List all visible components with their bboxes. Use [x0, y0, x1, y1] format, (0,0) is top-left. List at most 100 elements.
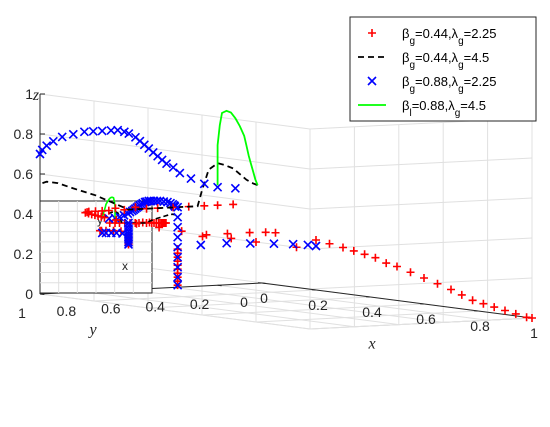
legend-marker-swatch [368, 29, 376, 37]
y-tick-label: 1 [18, 305, 26, 321]
y-tick-label: 0 [240, 294, 248, 310]
series-3-point [173, 272, 183, 282]
series-3-point [106, 125, 116, 136]
series-1-point [223, 229, 232, 238]
series-3-point [68, 129, 78, 139]
inset-series-3-point [123, 237, 134, 247]
back-wall-gridline [39, 93, 311, 130]
series-3-point [303, 240, 313, 250]
z-tick-label: 1 [25, 86, 33, 102]
series-1-point [528, 314, 536, 322]
series-1-point [339, 243, 347, 252]
y-tick-label: 0.2 [190, 296, 210, 312]
series-1-point [252, 238, 260, 246]
back-wall-gridline [39, 173, 311, 210]
legend-entry-2: βg=0.44,λg=4.5 [358, 50, 489, 71]
series-3-point [57, 132, 67, 142]
series-3-point [48, 136, 58, 146]
series-1-point [198, 232, 207, 241]
series-3-point [173, 212, 183, 222]
series-3-point [173, 222, 183, 232]
series-1-point [325, 239, 334, 248]
legend-label: βg=0.44,λg=2.25 [402, 26, 497, 47]
inset-series-3-point [162, 197, 173, 207]
series-1-point [111, 204, 120, 213]
series-3-point [35, 149, 45, 159]
series-3-point [173, 232, 183, 242]
series-3-point [199, 179, 209, 189]
series-3-point [230, 183, 240, 193]
y-tick-label: 0.4 [145, 298, 165, 314]
z-tick-label: 0.6 [14, 166, 34, 182]
series-1-point [131, 203, 140, 212]
series-3-point [213, 182, 223, 192]
side-wall-gridline [309, 277, 533, 290]
floor-gridline [93, 289, 317, 302]
series-1-point [447, 285, 455, 294]
series-3-point [88, 126, 98, 136]
z-tick-label: 0 [25, 286, 33, 302]
series-4 [216, 109, 259, 186]
series-1-point [349, 246, 358, 255]
x-tick-label: 0.6 [416, 311, 436, 327]
series-3-point [222, 238, 232, 248]
back-wall-gridline [39, 133, 311, 170]
floor-gridline [255, 310, 479, 323]
floor-gridline [173, 286, 444, 323]
series-2 [39, 162, 258, 211]
series-3-point [168, 162, 178, 172]
series-3-point [288, 239, 298, 249]
series-1-point [406, 268, 415, 277]
legend-entry-1: βg=0.44,λg=2.25 [368, 26, 497, 47]
inset-series-3-point [123, 239, 134, 250]
series-1-point [490, 303, 499, 312]
series-1 [81, 200, 536, 322]
series-1-point [360, 250, 369, 259]
legend-marker-swatch [367, 76, 377, 86]
series-3-point [186, 173, 196, 184]
series-1-point [501, 306, 509, 315]
legend-label: βg=0.88,λg=2.25 [402, 74, 497, 95]
series-1-point [393, 262, 401, 271]
inset-series-2-line [101, 210, 176, 224]
series-3-point [79, 127, 89, 137]
series-3-point [173, 252, 183, 262]
series-3-point [311, 241, 321, 251]
series-3-point [173, 242, 183, 252]
series-1-point [468, 296, 477, 305]
x-tick-label: 0 [260, 290, 268, 306]
inset-series-3-point [170, 201, 180, 212]
series-1-point [420, 274, 428, 282]
inset-series-3-point [101, 228, 111, 238]
series-1-point [457, 290, 466, 299]
x-tick-label: 0.2 [308, 297, 328, 313]
side-wall-gridline [309, 197, 533, 210]
legend-label: βl=0.88,λg=4.5 [402, 98, 486, 119]
series-3-point [173, 262, 183, 272]
series-1-point [202, 230, 211, 239]
legend-label: βg=0.44,λg=4.5 [402, 50, 489, 71]
series-1-point [371, 253, 380, 262]
series-3 [35, 125, 321, 290]
z-tick-label: 0.4 [14, 206, 34, 222]
series-1-point [511, 309, 520, 318]
series-1-point [261, 228, 270, 237]
side-wall-gridline [309, 157, 533, 170]
inset-series-2 [101, 210, 176, 224]
inset-label-x: x [122, 259, 128, 273]
series-1-point [245, 228, 254, 237]
x-axis-label: x [367, 336, 375, 353]
y-tick-label: 0.6 [101, 301, 121, 317]
back-wall-gridline [39, 293, 311, 330]
series-3-point [269, 239, 279, 249]
series-1-point [433, 279, 442, 288]
series-1-point [382, 259, 391, 268]
series-3-point [173, 280, 183, 290]
series-1-point [112, 215, 121, 224]
z-tick-label: 0.2 [14, 246, 34, 262]
z-tick-label: 0.8 [14, 126, 34, 142]
series-3-point [130, 132, 141, 142]
inset-series-1-point [162, 219, 170, 227]
series-2-line [39, 162, 258, 211]
